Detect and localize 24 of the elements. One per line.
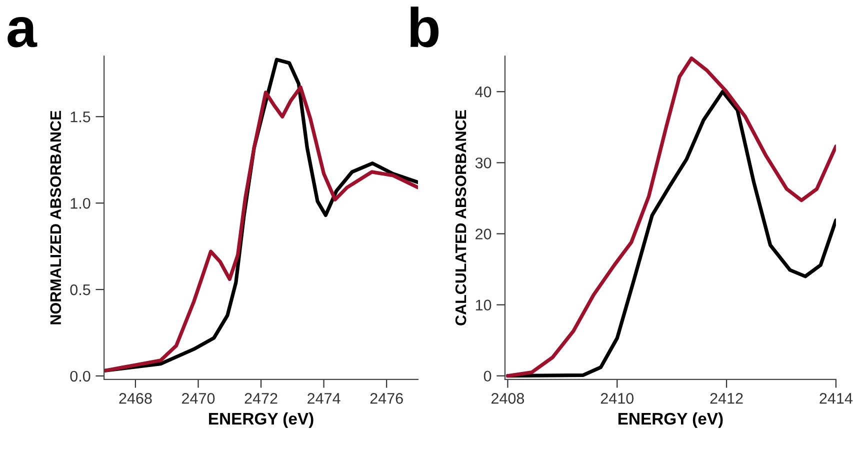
- x-tick-label: 2414: [820, 393, 852, 404]
- x-tick-label: 2472: [244, 393, 278, 404]
- x-tick-label: 2408: [491, 393, 524, 404]
- y-tick-label: 0.0: [70, 370, 90, 382]
- x-tick-label: 2474: [308, 393, 340, 404]
- x-tick-label: 2468: [119, 393, 152, 404]
- x-tick-label: 2410: [600, 393, 634, 404]
- y-tick-label: 0.5: [70, 284, 90, 296]
- y-tick-label: 1.5: [70, 112, 90, 122]
- x-tick-label: 2470: [182, 393, 215, 404]
- y-tick-label: 30: [475, 158, 492, 168]
- chart-title: b: [410, 6, 439, 48]
- y-axis-title: CALCULATED ABSORBANCE: [455, 110, 466, 326]
- x-axis-title: ENERGY (eV): [209, 412, 314, 428]
- chart-title: a: [8, 16, 38, 48]
- y-axis-title: NORMALIZED ABSORBANCE: [50, 110, 62, 324]
- x-tick-label: 2412: [710, 393, 743, 404]
- y-tick-label: 10: [476, 300, 492, 310]
- x-axis-title: ENERGY (eV): [618, 412, 723, 428]
- y-tick-label: 20: [476, 228, 492, 240]
- x-tick-label: 2476: [370, 393, 403, 404]
- y-tick-label: 40: [475, 86, 492, 98]
- y-tick-label: 1.0: [70, 198, 90, 209]
- y-tick-label: 0: [484, 370, 492, 382]
